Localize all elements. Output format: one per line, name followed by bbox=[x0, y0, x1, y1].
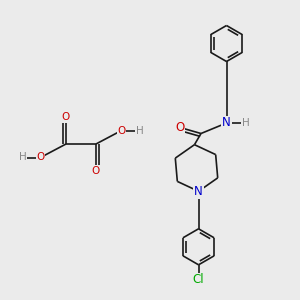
Text: N: N bbox=[194, 185, 203, 198]
Text: O: O bbox=[36, 152, 45, 163]
Text: O: O bbox=[92, 166, 100, 176]
Text: H: H bbox=[242, 118, 250, 128]
Text: Cl: Cl bbox=[193, 273, 204, 286]
Text: O: O bbox=[62, 112, 70, 122]
Text: O: O bbox=[117, 125, 126, 136]
Text: N: N bbox=[222, 116, 231, 130]
Text: O: O bbox=[176, 121, 184, 134]
Text: H: H bbox=[136, 125, 143, 136]
Text: H: H bbox=[19, 152, 26, 163]
